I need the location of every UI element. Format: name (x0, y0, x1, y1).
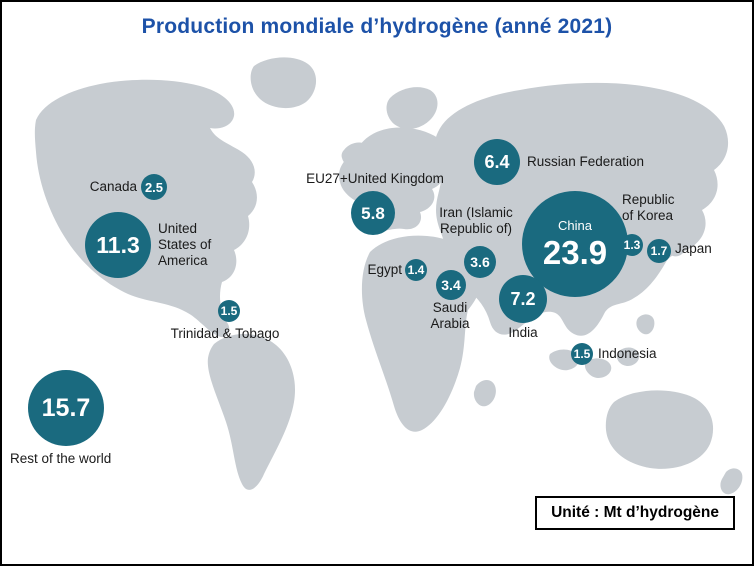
country-label-russian-federation: Russian Federation (527, 154, 645, 170)
bubble-value: 11.3 (96, 231, 140, 258)
country-label-iran-islamic-republic-of: Iran (Islamic Republic of) (439, 205, 513, 236)
land-australia (605, 390, 714, 469)
bubble-value: 23.9 (542, 234, 608, 271)
bubble-indonesia: 1.5 (571, 343, 593, 365)
country-label-egypt: Egypt (367, 262, 402, 278)
land-south-america (207, 333, 296, 490)
land-new-zealand (720, 468, 743, 495)
bubble-value: 1.4 (407, 263, 425, 277)
country-label-indonesia: Indonesia (598, 346, 657, 362)
land-united-kingdom (341, 142, 371, 168)
country-label-india: India (508, 325, 538, 341)
land-indonesia-2 (584, 358, 612, 378)
land-north-america (34, 79, 257, 338)
unit-box: Unité : Mt d’hydrogène (535, 496, 735, 530)
land-indonesia-3 (616, 347, 640, 366)
bubble-value: 1.7 (650, 244, 668, 258)
country-label-eu27-united-kingdom: EU27+United Kingdom (306, 171, 444, 187)
bubble-value: 3.6 (470, 254, 490, 270)
country-label-united-states-of-america: United States of America (158, 221, 212, 268)
land-scandinavia (386, 87, 438, 129)
land-philippines (636, 314, 655, 335)
bubble-value: 5.8 (361, 203, 385, 223)
country-label-trinidad-tobago: Trinidad & Tobago (170, 326, 280, 342)
country-label-rest-of-the-world: Rest of the world (10, 451, 112, 467)
land-greenland (250, 57, 317, 109)
country-label-japan: Japan (675, 241, 712, 257)
bubble-value: 1.3 (623, 238, 641, 252)
bubble-egypt: 1.4 (405, 259, 427, 281)
bubble-united-states-of-america: 11.3 (85, 212, 151, 278)
bubble-value: 1.5 (573, 347, 591, 361)
bubble-value: 15.7 (41, 393, 91, 422)
bubble-china: China 23.9 (522, 191, 628, 297)
bubble-eu27-united-kingdom: 5.8 (351, 191, 395, 235)
bubble-iran-islamic-republic-of: 3.6 (464, 246, 496, 278)
bubble-india: 7.2 (499, 275, 547, 323)
land-madagascar (473, 380, 496, 407)
bubble-value: 6.4 (484, 152, 510, 172)
bubble-canada: 2.5 (141, 174, 167, 200)
bubble-rest-of-the-world: 15.7 (28, 370, 104, 446)
country-label-saudi-arabia: Saudi Arabia (430, 300, 470, 331)
bubble-saudi-arabia: 3.4 (436, 270, 466, 300)
bubble-value: 2.5 (144, 179, 164, 195)
bubble-russian-federation: 6.4 (474, 139, 520, 185)
bubble-japan: 1.7 (647, 239, 671, 263)
bubble-republic-of-korea: 1.3 (621, 234, 643, 256)
land-japan (666, 216, 694, 257)
country-label-republic-of-korea: Republic of Korea (622, 192, 675, 223)
country-label-canada: Canada (89, 179, 137, 195)
page-title: Production mondiale d’hydrogène (anné 20… (141, 15, 613, 38)
bubble-value: 7.2 (510, 289, 536, 309)
unit-label: Unité : Mt d’hydrogène (551, 504, 719, 521)
bubble-country-name: China (558, 218, 592, 233)
bubble-value: 3.4 (441, 277, 461, 293)
bubble-value: 1.5 (220, 304, 238, 318)
bubble-trinidad-tobago: 1.5 (218, 300, 240, 322)
